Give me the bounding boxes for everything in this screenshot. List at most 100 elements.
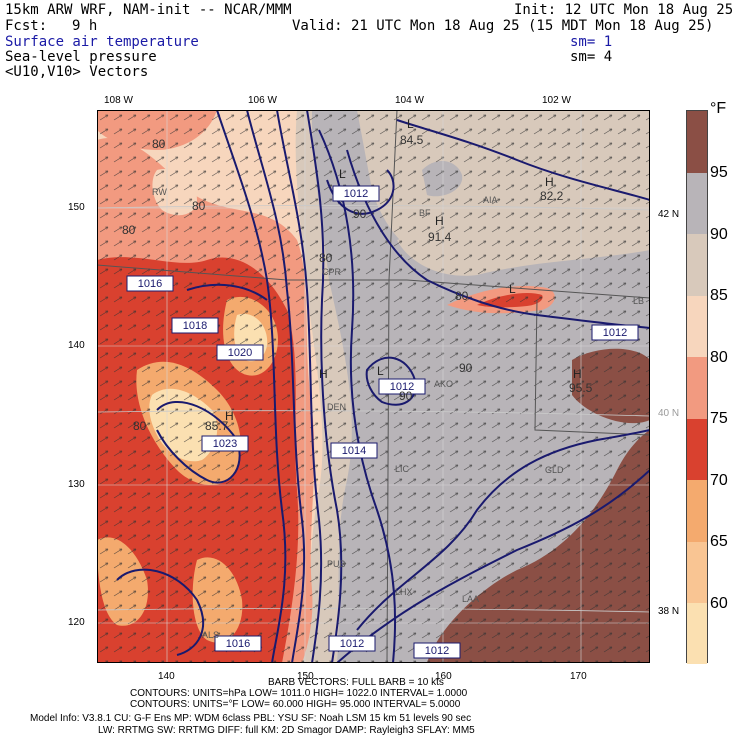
- station-laa: LAA: [462, 594, 479, 604]
- temp-label-north-high: 84.5: [400, 133, 424, 147]
- footer-model-info-2: LW: RRTMG SW: RRTMG DIFF: full KM: 2D Sm…: [98, 725, 475, 736]
- colorbar-band-95: [687, 111, 707, 173]
- field-temperature-label: Surface air temperature: [5, 34, 199, 50]
- marker-h-mtn: H: [225, 409, 234, 423]
- colorbar-band-75-80: [687, 357, 707, 419]
- station-rw: RW: [152, 187, 167, 197]
- pressure-labels: 1016 1018 1020 1012 1012 1012 1014 1016 …: [126, 185, 639, 659]
- svg-text:1012: 1012: [603, 327, 627, 339]
- temp-label-north-mtn: 80: [192, 199, 206, 213]
- colorbar-band-80-85: [687, 296, 707, 357]
- temp-label-mtn-high: 85.7: [205, 419, 229, 433]
- pressure-label-1012-north: 1012: [332, 185, 380, 202]
- state-borders: [97, 110, 650, 663]
- grid-x-150: 150: [297, 671, 314, 682]
- temp-label-nw: 80: [152, 137, 166, 151]
- colorbar-tick-60: 60: [710, 595, 728, 612]
- lat-label-42n: 42 N: [658, 209, 680, 220]
- pressure-label-1016-south: 1016: [214, 635, 262, 652]
- grid-y-130: 130: [68, 479, 85, 490]
- station-als: ALS: [202, 630, 219, 640]
- field-vectors-label: <U10,V10> Vectors: [5, 64, 149, 80]
- pressure-label-1014: 1014: [330, 442, 378, 459]
- temp-label-east-high: 95.5: [569, 381, 593, 395]
- pressure-label-1012-central: 1012: [378, 378, 426, 395]
- graticule: [97, 205, 650, 613]
- colorbar-tick-70: 70: [710, 472, 728, 489]
- pressure-label-1012-southeast: 1012: [413, 642, 461, 659]
- station-labels: RW BF AIA CPR LB DEN AKO LIC GLD PUB LHX…: [152, 187, 644, 640]
- footer-model-info-1: Model Info: V3.8.1 CU: G-F Ens MP: WDM 6…: [30, 713, 472, 724]
- field-pressure-smoothing: sm= 4: [570, 49, 613, 65]
- pressure-label-1023: 1023: [201, 435, 249, 452]
- colorbar-band-60-65: [687, 542, 707, 603]
- station-cpr: CPR: [322, 267, 342, 277]
- temp-label-ne-high: 82.2: [540, 189, 564, 203]
- grid-y-150: 150: [68, 202, 85, 213]
- grid-y-120: 120: [68, 617, 85, 628]
- colorbar-tick-75: 75: [710, 410, 728, 427]
- grid-x-160: 160: [435, 671, 452, 682]
- colorbar-tick-80: 80: [710, 349, 728, 366]
- grid-x-140: 140: [158, 671, 175, 682]
- lon-label-104w: 104 W: [395, 95, 424, 106]
- svg-text:1012: 1012: [390, 381, 414, 393]
- temp-label-front: 80: [319, 251, 333, 265]
- marker-l-north: L: [407, 117, 414, 131]
- svg-text:1020: 1020: [228, 347, 252, 359]
- lat-label-40n: 40 N: [658, 408, 680, 419]
- field-temperature-smoothing: sm= 1: [570, 34, 613, 50]
- station-aia: AIA: [483, 195, 498, 205]
- lon-label-106w: 106 W: [248, 95, 277, 106]
- colorbar-unit: °F: [710, 100, 727, 117]
- grid-y-140: 140: [68, 340, 85, 351]
- svg-text:1012: 1012: [344, 188, 368, 200]
- temp-label-den: 90: [399, 389, 413, 403]
- colorbar-tick-65: 65: [710, 533, 728, 550]
- svg-text:1018: 1018: [183, 320, 207, 332]
- footer-contours-slp: CONTOURS: UNITS=hPa LOW= 1011.0 HIGH= 10…: [130, 688, 468, 699]
- station-pub: PUB: [327, 559, 346, 569]
- forecast-label: Fcst:: [5, 18, 48, 34]
- pressure-label-1012-east: 1012: [591, 324, 639, 341]
- station-lic: LIC: [395, 464, 410, 474]
- svg-text:1012: 1012: [340, 638, 364, 650]
- colorbar-tick-90: 90: [710, 226, 728, 243]
- station-lhx: LHX: [395, 587, 413, 597]
- colorbar-band-90-95: [687, 173, 707, 234]
- pressure-label-1016-north: 1016: [126, 275, 174, 292]
- marker-h-cpr: H: [435, 214, 444, 228]
- pressure-label-1018: 1018: [171, 317, 219, 334]
- svg-text:1023: 1023: [213, 438, 237, 450]
- temp-label-west: 80: [122, 223, 136, 237]
- svg-text:1016: 1016: [226, 638, 250, 650]
- marker-h-ne: H: [545, 175, 554, 189]
- colorbar-tick-85: 85: [710, 287, 728, 304]
- valid-time: Valid: 21 UTC Mon 18 Aug 25 (15 MDT Mon …: [292, 18, 714, 34]
- station-bf: BF: [419, 208, 431, 218]
- field-pressure-label: Sea-level pressure: [5, 49, 157, 65]
- wind-vectors: [97, 110, 650, 663]
- lat-label-38n: 38 N: [658, 606, 680, 617]
- colorbar-band-70-75: [687, 419, 707, 480]
- colorbar: [686, 110, 708, 664]
- temp-label-central: 90: [459, 361, 473, 375]
- pressure-label-1012-south: 1012: [328, 635, 376, 652]
- temperature-labels: 80 80 80 84.5 82.2 91.4 90 80 90 95.5 80…: [122, 133, 593, 433]
- svg-text:1012: 1012: [425, 645, 449, 657]
- marker-l-central: L: [377, 364, 384, 378]
- weather-map: 1016 1018 1020 1012 1012 1012 1014 1016 …: [97, 110, 650, 663]
- station-gld: GLD: [545, 465, 564, 475]
- colorbar-band-65-70: [687, 480, 707, 542]
- high-low-markers: L H H L H L H L H: [225, 117, 582, 423]
- temp-label-cpr-area: 90: [353, 207, 367, 221]
- colorbar-tick-95: 95: [710, 164, 728, 181]
- station-den: DEN: [327, 402, 346, 412]
- colorbar-band-85-90: [687, 234, 707, 296]
- station-ako: AKO: [434, 379, 453, 389]
- grid-lines: [97, 110, 650, 663]
- svg-text:1014: 1014: [342, 445, 366, 457]
- temp-label-high-cpr: 91.4: [428, 230, 452, 244]
- map-frame: [97, 110, 650, 663]
- forecast-hour: 9 h: [72, 18, 98, 34]
